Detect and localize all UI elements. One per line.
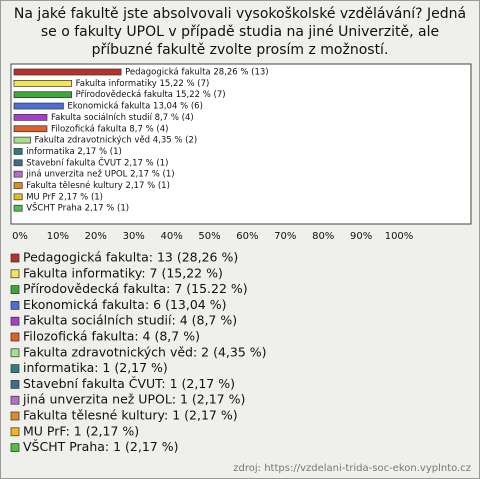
legend-swatch	[10, 285, 20, 294]
x-tick-label: 80%	[312, 231, 334, 242]
x-tick-label: 10%	[47, 231, 69, 242]
source: zdroj: https://vzdelani-trida-soc-ekon.v…	[233, 463, 471, 474]
chart-title: Na jaké fakultě jste absolvovali vysokoš…	[13, 6, 467, 58]
legend-swatch	[10, 269, 20, 279]
legend-swatch	[10, 411, 20, 421]
legend-swatch	[10, 364, 20, 373]
bar	[13, 68, 122, 76]
bar	[13, 204, 23, 212]
bar	[13, 136, 31, 144]
bar-label: Fakulta tělesné kultury 2,17 % (1)	[26, 180, 170, 191]
legend-label: Fakulta zdravotnických věd: 2 (4,35 %)	[23, 344, 267, 359]
legend-label: Pedagogická fakulta: 13 (28,26 %)	[23, 250, 238, 265]
x-tick-label: 90%	[350, 231, 372, 242]
legend-swatch	[10, 316, 20, 326]
legend-swatch	[10, 301, 20, 310]
legend-swatch	[10, 443, 20, 452]
bar-label: Pedagogická fakulta 28,26 % (13)	[125, 68, 268, 78]
legend-label: Filozofická fakulta: 4 (8,7 %)	[23, 329, 200, 344]
x-tick-label: 60%	[236, 231, 258, 242]
bar-label: MU PrF 2,17 % (1)	[26, 192, 103, 202]
legend-swatch	[10, 380, 20, 389]
legend-swatch	[10, 348, 20, 358]
legend-label: MU PrF: 1 (2,17 %)	[23, 423, 139, 438]
bar	[13, 159, 23, 167]
bar	[13, 91, 73, 99]
bar-label: Přírodovědecká fakulta 15,22 % (7)	[76, 90, 226, 100]
bar-label: Fakulta informatiky 15,22 % (7)	[76, 79, 210, 89]
bar-label: VŠCHT Praha 2,17 % (1)	[26, 202, 129, 214]
bar-label: jiná unverzita než UPOL 2,17 % (1)	[25, 170, 174, 180]
legend-label: Stavební fakulta ČVUT: 1 (2,17 %)	[23, 376, 235, 391]
legend-label: VŠCHT Praha: 1 (2,17 %)	[23, 439, 178, 454]
legend-label: Fakulta sociálních studií: 4 (8,7 %)	[23, 313, 237, 328]
legend-label: Ekonomická fakulta: 6 (13,04 %)	[23, 297, 226, 312]
bar	[13, 193, 23, 201]
bar-label: Filozofická fakulta 8,7 % (4)	[51, 124, 168, 134]
legend-swatch	[10, 332, 20, 342]
x-tick-label: 20%	[85, 231, 107, 242]
legend-swatch	[10, 427, 20, 437]
x-tick-label: 70%	[274, 231, 296, 242]
legend-label: Fakulta tělesné kultury: 1 (2,17 %)	[23, 408, 238, 423]
legend-label: Fakulta informatiky: 7 (15,22 %)	[23, 265, 223, 280]
x-tick-label: 100%	[385, 231, 414, 242]
bar-label: Stavební fakulta ČVUT 2,17 % (1)	[26, 156, 168, 168]
bar	[13, 102, 64, 110]
bar	[13, 114, 48, 121]
bar	[13, 125, 48, 133]
legend-swatch	[10, 253, 20, 263]
bar	[13, 79, 73, 87]
bar-label: Fakulta zdravotnických věd 4,35 % (2)	[34, 136, 197, 146]
legend-swatch	[10, 395, 20, 405]
x-tick-label: 0%	[12, 231, 28, 242]
legend-label: Přírodovědecká fakulta: 7 (15.22 %)	[23, 281, 248, 296]
legend-label: informatika: 1 (2,17 %)	[23, 360, 168, 375]
x-tick-label: 30%	[123, 231, 145, 242]
bar-label: Ekonomická fakulta 13,04 % (6)	[67, 102, 203, 112]
bar-label: Fakulta sociálních studií 8,7 % (4)	[51, 113, 194, 123]
bar	[13, 182, 23, 189]
x-tick-label: 50%	[198, 231, 220, 242]
x-tick-label: 40%	[160, 231, 182, 242]
bar	[13, 148, 23, 155]
bar	[13, 170, 23, 178]
legend-label: jiná unverzita než UPOL: 1 (2,17 %)	[22, 392, 245, 407]
plot-frame	[10, 63, 472, 225]
bar-label: informatika 2,17 % (1)	[26, 147, 122, 157]
